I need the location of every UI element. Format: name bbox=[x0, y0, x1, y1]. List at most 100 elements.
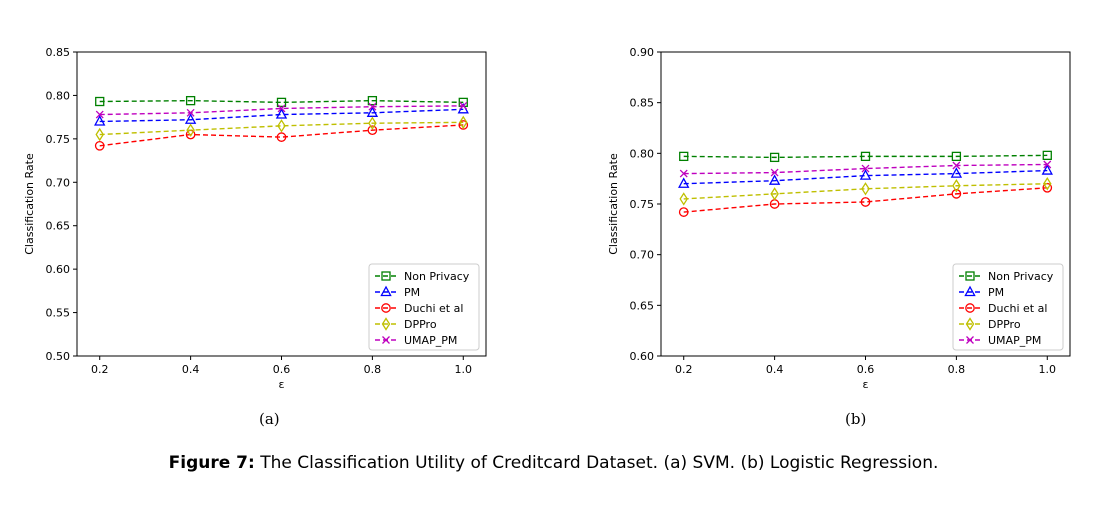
y-tick-label: 0.85 bbox=[46, 46, 71, 59]
data-point bbox=[275, 108, 288, 119]
y-tick-label: 0.80 bbox=[630, 147, 655, 160]
data-point bbox=[277, 104, 286, 113]
data-point bbox=[459, 101, 468, 110]
data-point bbox=[951, 189, 962, 199]
data-point bbox=[94, 115, 106, 126]
data-point bbox=[95, 127, 104, 142]
data-point bbox=[678, 177, 690, 188]
caption-text: The Classification Utility of Creditcard… bbox=[254, 453, 939, 473]
figure-caption: Figure 7: The Classification Utility of … bbox=[0, 453, 1107, 473]
data-point bbox=[952, 179, 961, 193]
legend-label: Duchi et al bbox=[404, 302, 463, 315]
legend-label: Non Privacy bbox=[404, 270, 470, 283]
x-tick-label: 0.2 bbox=[675, 363, 693, 376]
x-tick-label: 0.6 bbox=[273, 363, 291, 376]
series-line bbox=[683, 187, 1048, 213]
data-point bbox=[458, 120, 469, 130]
data-point bbox=[276, 97, 287, 108]
data-point bbox=[185, 95, 196, 106]
legend bbox=[952, 263, 1064, 351]
legend-label: UMAP_PM bbox=[404, 334, 457, 347]
y-tick-label: 0.50 bbox=[46, 350, 71, 363]
data-point bbox=[277, 119, 286, 133]
legend-label: UMAP_PM bbox=[988, 334, 1041, 347]
y-tick-label: 0.85 bbox=[630, 97, 655, 110]
panel-label-b: (b) bbox=[845, 410, 867, 428]
legend-label: PM bbox=[404, 286, 420, 299]
x-tick-label: 0.8 bbox=[364, 363, 382, 376]
y-tick-label: 0.60 bbox=[630, 350, 655, 363]
series-line bbox=[683, 183, 1048, 200]
x-tick-label: 0.4 bbox=[766, 363, 784, 376]
data-point bbox=[678, 207, 689, 217]
series-line bbox=[683, 163, 1048, 175]
data-point bbox=[859, 169, 872, 180]
data-point bbox=[768, 174, 781, 185]
data-point bbox=[368, 116, 377, 130]
y-tick-label: 0.75 bbox=[46, 133, 71, 146]
data-point bbox=[276, 132, 287, 142]
y-tick-label: 0.70 bbox=[630, 249, 655, 262]
data-point bbox=[1041, 164, 1053, 175]
x-tick-label: 1.0 bbox=[455, 363, 473, 376]
x-tick-label: 0.8 bbox=[948, 363, 966, 376]
legend-marker bbox=[965, 317, 975, 331]
legend-marker bbox=[381, 303, 391, 313]
data-point bbox=[951, 151, 962, 162]
data-point bbox=[952, 161, 961, 170]
data-point bbox=[368, 102, 377, 111]
legend-marker bbox=[381, 271, 391, 281]
data-point bbox=[1042, 150, 1052, 161]
legend-label: Non Privacy bbox=[988, 270, 1054, 283]
data-point bbox=[1042, 182, 1053, 193]
legend-label: DPPro bbox=[988, 318, 1021, 331]
legend-marker bbox=[966, 336, 974, 344]
data-point bbox=[860, 151, 871, 162]
series-line bbox=[99, 124, 464, 147]
legend-marker bbox=[965, 271, 975, 281]
data-point bbox=[861, 164, 870, 173]
y-tick-label: 0.65 bbox=[46, 220, 71, 233]
x-tick-label: 0.4 bbox=[182, 363, 200, 376]
panel-label-a: (a) bbox=[259, 410, 280, 428]
data-point bbox=[367, 125, 378, 136]
legend bbox=[368, 263, 480, 351]
data-point bbox=[950, 167, 963, 178]
data-point bbox=[679, 151, 689, 162]
y-axis-label: Classification Rate bbox=[607, 153, 620, 255]
y-tick-label: 0.60 bbox=[46, 263, 71, 276]
chart-panel-0: 0.50 0.55 0.60 0.65 0.70 0.75 0.80 0.85 0.2 0.4 0.… bbox=[23, 46, 487, 391]
x-axis-label: ε bbox=[863, 378, 869, 391]
series-line bbox=[683, 154, 1048, 159]
series-line bbox=[683, 169, 1048, 185]
data-point bbox=[95, 110, 104, 119]
chart-panel-1: 0.60 0.65 0.70 0.75 0.80 0.85 0.90 0.2 0.4 0.6 0.8… bbox=[607, 46, 1071, 391]
data-point bbox=[459, 115, 468, 130]
series-line bbox=[99, 105, 464, 116]
x-tick-label: 0.2 bbox=[91, 363, 109, 376]
y-tick-label: 0.80 bbox=[46, 89, 71, 102]
legend-marker bbox=[380, 285, 392, 297]
data-point bbox=[770, 187, 779, 201]
legend-marker bbox=[965, 303, 975, 313]
legend-label: DPPro bbox=[404, 318, 437, 331]
data-point bbox=[94, 140, 105, 151]
data-point bbox=[95, 96, 105, 107]
legend-marker bbox=[382, 336, 390, 344]
data-point bbox=[679, 169, 688, 178]
data-point bbox=[186, 123, 195, 137]
legend-marker bbox=[381, 317, 391, 331]
data-point bbox=[367, 95, 378, 106]
data-point bbox=[1043, 177, 1052, 191]
data-point bbox=[1043, 160, 1052, 169]
data-point bbox=[861, 182, 870, 196]
x-tick-label: 1.0 bbox=[1039, 363, 1057, 376]
y-tick-label: 0.75 bbox=[630, 198, 655, 211]
y-tick-label: 0.90 bbox=[630, 46, 655, 59]
x-tick-label: 0.6 bbox=[857, 363, 875, 376]
data-point bbox=[770, 168, 779, 177]
caption-label: Figure 7: bbox=[168, 453, 255, 473]
x-axis-label: ε bbox=[279, 378, 285, 391]
